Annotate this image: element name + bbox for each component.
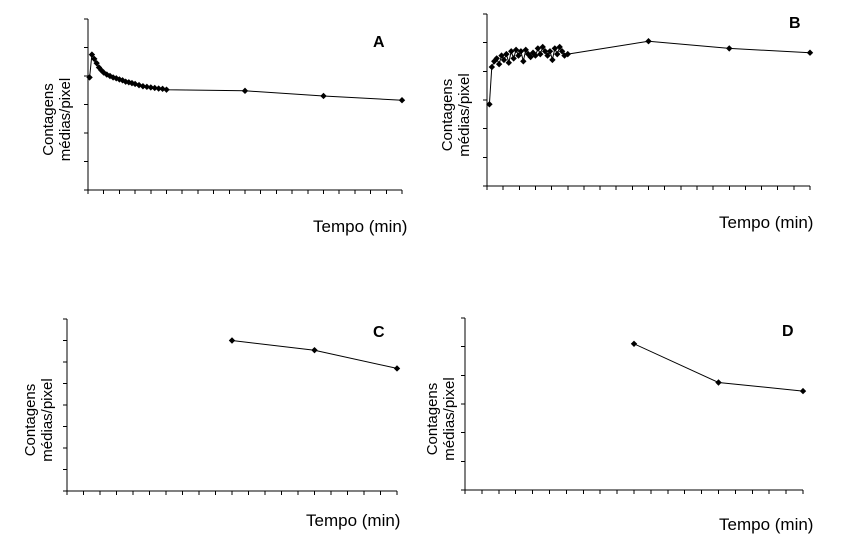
- y-axis-label-line: médias/pixel: [456, 73, 473, 156]
- data-point: [393, 365, 401, 372]
- data-point: [495, 60, 503, 68]
- data-point: [95, 64, 103, 71]
- data-point: [139, 83, 147, 90]
- x-axis-label: Tempo (min): [719, 515, 813, 534]
- data-point: [544, 52, 551, 59]
- y-axis-label: Contagensmédias/pixel: [439, 73, 473, 156]
- y-axis-label-line: Contagens: [22, 384, 39, 457]
- y-axis-label-line: médias/pixel: [57, 78, 74, 161]
- data-point: [88, 51, 96, 58]
- data-point: [522, 46, 529, 54]
- data-point: [556, 43, 563, 51]
- data-point: [113, 75, 120, 82]
- data-point: [155, 85, 162, 92]
- data-point: [122, 78, 129, 85]
- y-axis-label-line: médias/pixel: [39, 378, 56, 461]
- data-point: [564, 50, 571, 58]
- data-point: [527, 53, 534, 61]
- y-axis-label-line: Contagens: [439, 79, 456, 152]
- x-axis-label: Tempo (min): [719, 213, 813, 232]
- chart-panel-c: C Contagensmédias/pixel Tempo (min): [22, 318, 401, 530]
- chart-panel-b: B Contagensmédias/pixel Tempo (min): [439, 13, 814, 232]
- data-point: [503, 50, 510, 58]
- data-point: [541, 48, 549, 55]
- data-point: [163, 86, 170, 93]
- data-point: [508, 48, 515, 55]
- series-line: [89, 52, 403, 101]
- y-axis-label: Contagensmédias/pixel: [22, 378, 56, 461]
- data-point: [491, 58, 498, 65]
- panel-label: B: [789, 15, 801, 32]
- y-axis-label: Contagensmédias/pixel: [40, 78, 74, 161]
- data-point: [86, 74, 93, 81]
- data-point: [103, 71, 111, 78]
- data-point: [549, 56, 556, 64]
- panel-label: D: [782, 323, 794, 340]
- data-point: [498, 52, 505, 59]
- data-point: [630, 340, 638, 347]
- data-point: [551, 45, 559, 52]
- data-point: [539, 43, 546, 51]
- x-axis-label: Tempo (min): [313, 217, 407, 236]
- data-point: [537, 50, 544, 58]
- data-point: [520, 58, 527, 65]
- data-point: [517, 48, 525, 55]
- data-point: [143, 83, 151, 91]
- data-point: [532, 52, 539, 59]
- data-point: [505, 59, 513, 66]
- data-point: [806, 49, 814, 56]
- y-axis-label-line: médias/pixel: [441, 377, 458, 460]
- data-point: [398, 97, 406, 104]
- data-point: [493, 55, 500, 62]
- series-line: [231, 340, 398, 369]
- data-point: [147, 84, 154, 91]
- data-point: [311, 346, 318, 354]
- data-point: [510, 55, 517, 62]
- data-point: [645, 38, 652, 45]
- data-point: [726, 45, 733, 52]
- data-point: [116, 76, 123, 83]
- y-axis-label: Contagensmédias/pixel: [424, 377, 458, 460]
- data-point: [486, 101, 493, 108]
- data-point: [500, 56, 508, 64]
- data-point: [91, 55, 98, 63]
- data-point: [529, 49, 537, 56]
- data-point: [93, 59, 100, 67]
- data-point: [100, 69, 107, 76]
- panel-label: C: [373, 324, 385, 341]
- y-axis-label-line: Contagens: [40, 83, 57, 156]
- data-point: [228, 337, 236, 344]
- data-point: [488, 63, 496, 71]
- y-axis-label-line: Contagens: [424, 383, 441, 456]
- x-axis-label: Tempo (min): [306, 511, 400, 530]
- data-point: [715, 379, 722, 386]
- data-point: [515, 52, 522, 59]
- data-point: [554, 50, 561, 58]
- data-point: [241, 87, 249, 95]
- data-point: [320, 92, 327, 100]
- chart-panel-a: A Contagensmédias/pixel Tempo (min): [40, 18, 407, 236]
- data-point: [546, 48, 554, 55]
- data-point: [558, 48, 566, 55]
- data-point: [534, 45, 542, 52]
- chart-panel-d: D Contagensmédias/pixel Tempo (min): [424, 317, 813, 534]
- data-point: [512, 46, 520, 54]
- data-point: [799, 387, 807, 395]
- data-point: [151, 84, 158, 92]
- panel-label: A: [373, 34, 385, 51]
